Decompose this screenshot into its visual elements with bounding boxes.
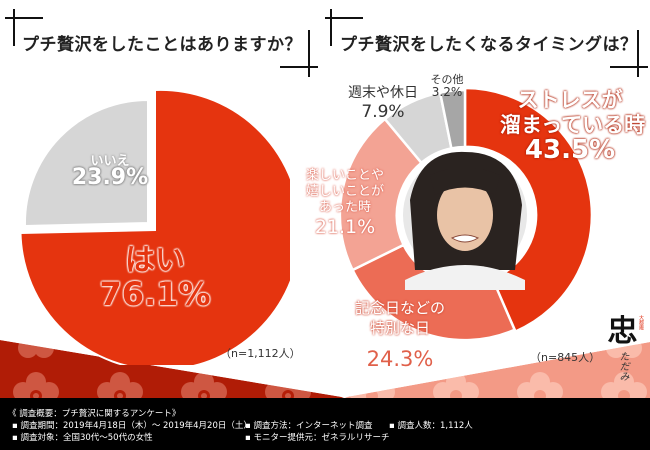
- corner-mark: [13, 9, 15, 46]
- donut-slice-stress: [463, 86, 594, 334]
- donut-label-special-day: 記念日などの 特別な日: [340, 298, 460, 338]
- donut-label-happy-line2: 嬉しいことが: [305, 184, 384, 199]
- logo-kanji: 忠: [607, 314, 638, 349]
- slice-value-no: 23.9%: [71, 165, 149, 190]
- donut-value-stress: 43.5%: [524, 135, 616, 165]
- donut-label-happy-line1: 楽しいことや: [305, 168, 384, 183]
- survey-footer: 《 調査概要：プチ贅沢に関するアンケート》 ▪ 調査期間：2019年4月18日（…: [0, 398, 650, 450]
- corner-mark: [325, 17, 363, 19]
- donut-value-other: 3.2%: [431, 85, 463, 99]
- donut-label-special-line1: 記念日などの: [354, 299, 445, 317]
- donut-label-weekend-text: 週末や休日: [348, 85, 418, 101]
- donut-value-special-day: 24.3%: [366, 347, 434, 371]
- right-chart-title: プチ贅沢をしたくなるタイミングは？: [340, 35, 638, 55]
- donut-value-weekend: 7.9%: [361, 102, 405, 122]
- donut-label-weekend: 週末や休日 7.9%: [343, 84, 423, 122]
- corner-mark: [280, 66, 318, 68]
- left-pie-chart: [20, 88, 290, 365]
- donut-label-happy-line3: あった時: [318, 200, 371, 215]
- donut-label-other-text: その他: [430, 73, 464, 86]
- logo-kana: ただみ: [617, 351, 628, 381]
- left-chart-title: プチ贅沢をしたことはありますか？: [22, 35, 302, 55]
- footer-count: ▪ 調査人数：1,112人: [389, 421, 473, 431]
- donut-label-stress-line2: 溜まっている時: [500, 113, 646, 137]
- donut-label-happy: 楽しいことや 嬉しいことが あった時 21.1%: [300, 168, 390, 238]
- footer-method: ▪ 調査方法：インターネット調査: [245, 421, 373, 431]
- corner-mark: [308, 30, 310, 77]
- footer-period: ▪ 調査期間：2019年4月18日（木）～ 2019年4月20日（土）: [12, 421, 252, 431]
- corner-mark: [5, 17, 43, 19]
- corner-mark: [330, 9, 332, 46]
- right-donut-chart: [338, 86, 594, 342]
- donut-slice-other: [438, 88, 467, 150]
- brand-logo: 忠 大都庵 ただみ: [600, 315, 645, 395]
- right-sample-size: （n=845人）: [530, 351, 601, 364]
- stressed-woman-photo: [403, 151, 527, 290]
- corner-mark: [637, 30, 639, 77]
- donut-label-stress-line1: ストレスが: [517, 88, 623, 112]
- pie-slice-no: [23, 98, 149, 228]
- footer-target: ▪ 調査対象：全国30代～50代の女性: [12, 433, 153, 443]
- corner-mark: [610, 66, 648, 68]
- footer-provider: ▪ モニター提供元：ゼネラルリサーチ: [245, 433, 390, 443]
- slice-label-no: いいえ: [90, 154, 130, 169]
- left-sample-size: （n=1,112人）: [220, 347, 301, 360]
- donut-label-special-line2: 特別な日: [369, 319, 430, 337]
- footer-heading: 《 調査概要：プチ贅沢に関するアンケート》: [8, 409, 181, 419]
- slice-label-yes: はい: [125, 243, 185, 278]
- pie-slice-yes: [20, 88, 290, 365]
- logo-small-text: 大都庵: [638, 315, 644, 330]
- donut-label-other: その他 3.2%: [427, 73, 467, 99]
- donut-value-happy: 21.1%: [314, 216, 376, 238]
- donut-label-stress: ストレスが 溜まっている時 43.5%: [500, 88, 646, 165]
- slice-value-yes: 76.1%: [99, 275, 211, 313]
